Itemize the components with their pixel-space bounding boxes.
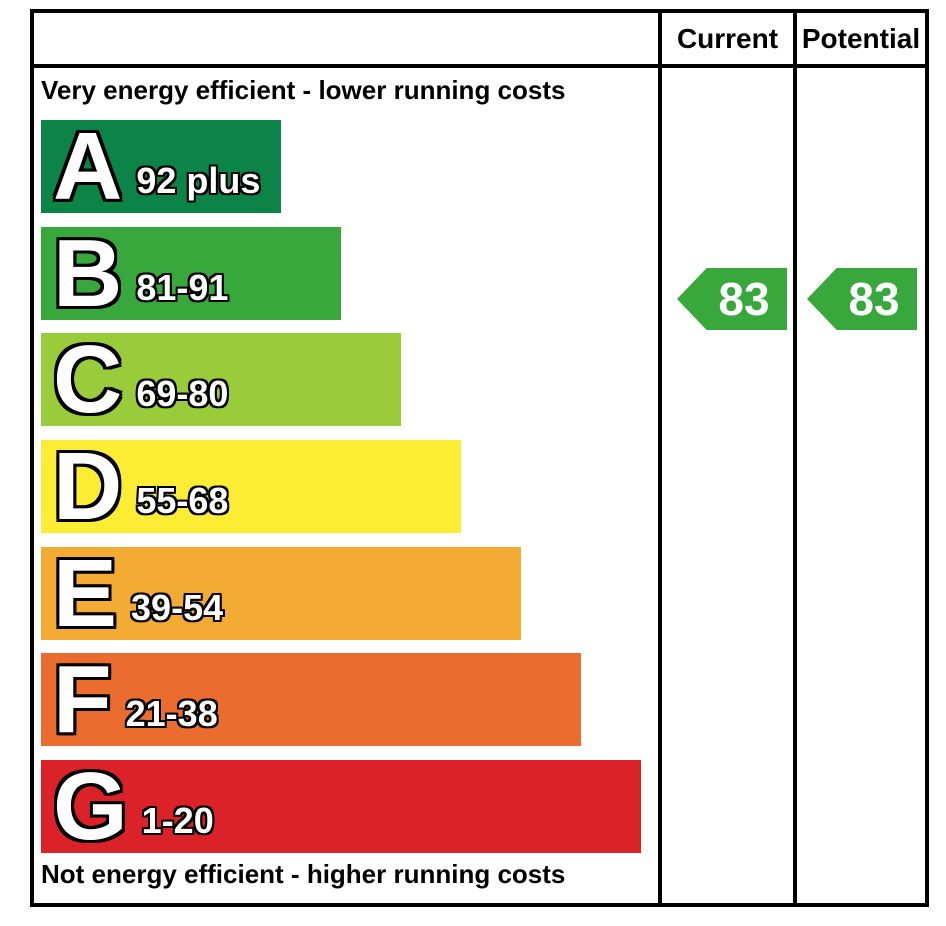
band-e: E 39-54 bbox=[41, 547, 521, 640]
band-a-letter: A bbox=[53, 120, 123, 213]
band-e-letter: E bbox=[53, 547, 118, 640]
band-g-range: 1-20 bbox=[141, 800, 214, 841]
potential-rating-arrow-icon: 83 bbox=[807, 268, 917, 330]
potential-column-divider bbox=[793, 13, 797, 903]
band-b-range: 81-91 bbox=[136, 267, 229, 308]
chart-frame: Current Potential Very energy efficient … bbox=[30, 9, 929, 907]
band-a-range: 92 plus bbox=[136, 160, 261, 201]
band-f-range: 21-38 bbox=[125, 693, 218, 734]
band-d: D 55-68 bbox=[41, 440, 461, 533]
top-caption: Very energy efficient - lower running co… bbox=[41, 75, 566, 105]
bottom-caption: Not energy efficient - higher running co… bbox=[41, 859, 566, 889]
header-divider bbox=[34, 64, 925, 68]
current-rating-arrow-icon: 83 bbox=[677, 268, 787, 330]
current-column-header: Current bbox=[676, 22, 779, 54]
band-e-range: 39-54 bbox=[131, 587, 224, 628]
current-column-divider bbox=[658, 13, 662, 903]
band-c-range: 69-80 bbox=[136, 373, 229, 414]
band-g-letter: G bbox=[53, 760, 128, 853]
band-c: C 69-80 bbox=[41, 333, 401, 426]
band-b-letter: B bbox=[53, 227, 123, 320]
band-c-letter: C bbox=[53, 333, 123, 426]
potential-column-header: Potential bbox=[801, 22, 921, 54]
band-b: B 81-91 bbox=[41, 227, 341, 320]
band-a: A 92 plus bbox=[41, 120, 281, 213]
band-g: G 1-20 bbox=[41, 760, 641, 853]
band-f: F 21-38 bbox=[41, 653, 581, 746]
band-d-letter: D bbox=[53, 440, 123, 533]
band-d-range: 55-68 bbox=[136, 480, 229, 521]
band-f-letter: F bbox=[53, 653, 112, 746]
